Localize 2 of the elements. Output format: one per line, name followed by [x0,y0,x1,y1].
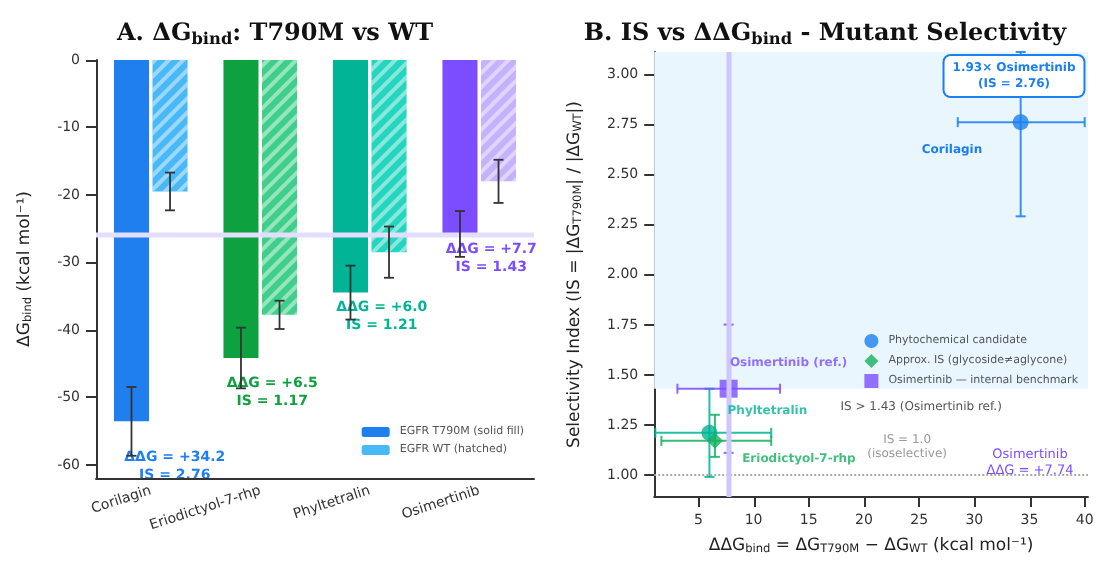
point [1012,114,1029,131]
point [706,432,723,449]
